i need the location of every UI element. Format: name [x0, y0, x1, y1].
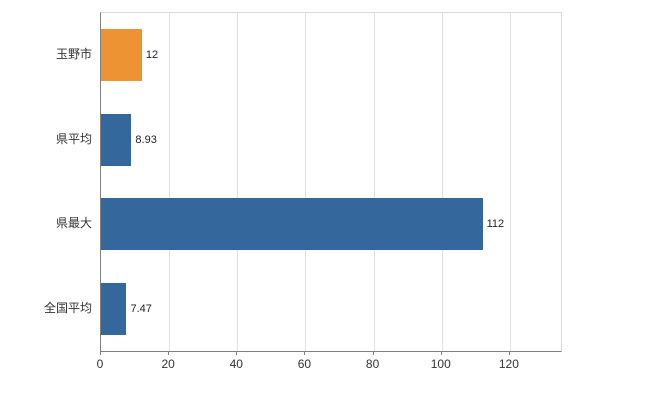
- gridline: [237, 13, 239, 351]
- x-tick-label: 60: [297, 357, 312, 371]
- x-axis-tick: [100, 351, 101, 355]
- x-axis-tick: [372, 351, 374, 355]
- x-tick-label: 120: [498, 357, 519, 371]
- x-tick-label: 80: [365, 357, 380, 371]
- y-axis-label: 県最大: [55, 216, 92, 230]
- x-axis-tick: [168, 351, 170, 355]
- y-axis-label: 県平均: [55, 132, 92, 146]
- bar-全国平均: [101, 283, 127, 335]
- value-label: 8.93: [135, 134, 157, 146]
- y-axis-label: 玉野市: [55, 47, 92, 61]
- x-axis-tick: [508, 351, 510, 355]
- bar-県平均: [101, 114, 132, 166]
- value-label: 12: [145, 49, 159, 61]
- value-label: 112: [486, 218, 505, 230]
- x-tick-label: 20: [161, 357, 175, 371]
- plot-area: 12 8.93 112 7.47: [100, 12, 562, 352]
- x-axis-tick: [304, 351, 306, 355]
- value-label: 7.47: [130, 303, 152, 315]
- y-axis-label: 全国平均: [43, 301, 92, 315]
- gridline: [441, 13, 443, 351]
- x-tick-label: 0: [96, 357, 104, 371]
- gridline: [373, 13, 375, 351]
- x-tick-label: 100: [430, 357, 451, 371]
- gridline: [305, 13, 307, 351]
- x-axis-tick: [440, 351, 442, 355]
- x-axis-tick: [236, 351, 238, 355]
- gridline: [509, 13, 511, 351]
- x-tick-label: 40: [229, 357, 243, 371]
- bar-玉野市: [101, 29, 142, 81]
- gridline: [169, 13, 171, 351]
- bar-県最大: [101, 198, 483, 250]
